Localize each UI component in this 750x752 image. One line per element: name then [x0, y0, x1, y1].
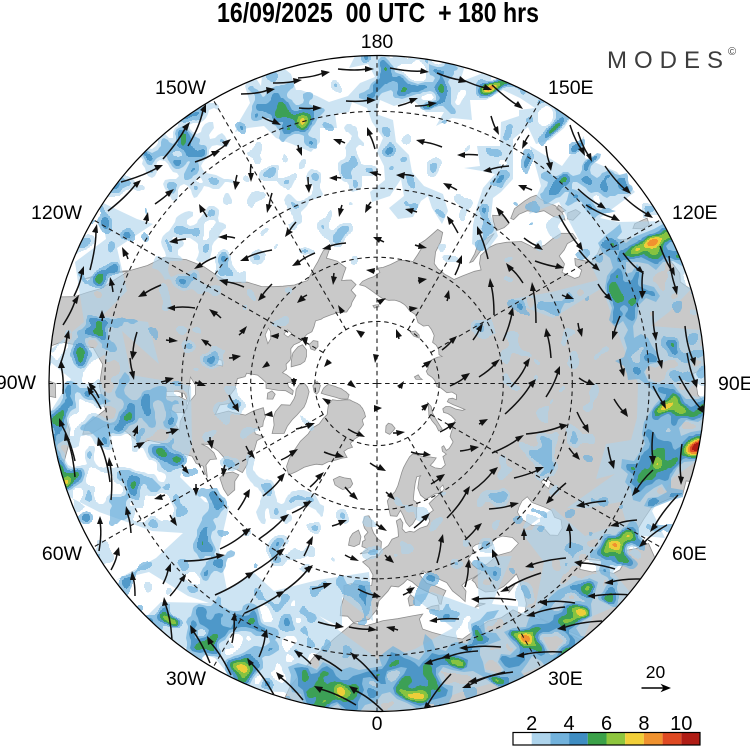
svg-text:MODES: MODES [607, 47, 730, 74]
svg-text:20: 20 [646, 662, 666, 682]
svg-text:90E: 90E [718, 373, 750, 395]
svg-text:10: 10 [670, 713, 692, 735]
svg-text:150W: 150W [155, 77, 207, 99]
svg-text:8: 8 [638, 713, 649, 735]
svg-text:180: 180 [361, 31, 394, 53]
svg-text:0: 0 [372, 713, 383, 735]
svg-text:30E: 30E [548, 668, 583, 690]
svg-text:60E: 60E [672, 543, 707, 565]
svg-text:6: 6 [601, 713, 612, 735]
svg-text:90W: 90W [0, 372, 37, 394]
svg-text:120E: 120E [672, 202, 718, 224]
svg-text:©: © [728, 46, 736, 58]
svg-text:120W: 120W [31, 202, 83, 224]
svg-text:16/09/2025 00 UTC + 180 hrs: 16/09/2025 00 UTC + 180 hrs [217, 0, 539, 28]
svg-text:60W: 60W [42, 543, 83, 565]
svg-text:4: 4 [564, 713, 575, 735]
svg-text:30W: 30W [166, 668, 207, 690]
svg-text:2: 2 [526, 713, 537, 735]
svg-text:150E: 150E [548, 77, 594, 99]
